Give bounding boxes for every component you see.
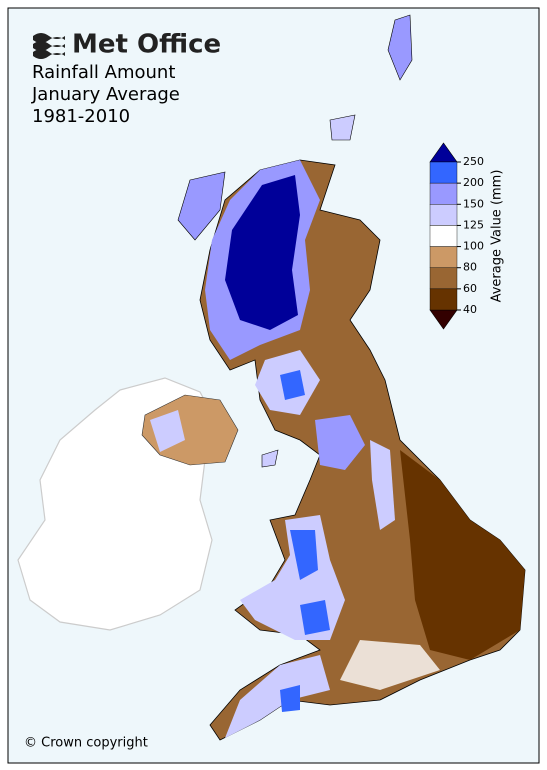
colorbar-tick-label: 60 xyxy=(463,282,477,295)
colorbar-band xyxy=(429,225,458,247)
colorbar-tick-label: 80 xyxy=(463,261,477,274)
copyright: © Crown copyright xyxy=(24,736,148,751)
colorbar-label: Average Value (mm) xyxy=(490,170,505,303)
colorbar-tick-label: 200 xyxy=(463,176,484,189)
colorbar-tick-label: 100 xyxy=(463,240,484,253)
outer-hebrides xyxy=(177,171,226,241)
colorbar: 250 200 150 125 100 80 60 40 Average Value (mm) xyxy=(429,142,505,330)
colorbar-band xyxy=(429,288,458,311)
title-line: Rainfall Amount xyxy=(32,62,175,83)
dry-east xyxy=(400,450,525,660)
colorbar-tick-label: 125 xyxy=(463,218,484,231)
title-line: January Average xyxy=(31,84,180,105)
colorbar-tick-label: 150 xyxy=(463,197,484,210)
rain-pennines xyxy=(370,440,395,530)
rain-lake-district xyxy=(315,415,365,470)
rain-patch xyxy=(280,370,305,400)
colorbar-band xyxy=(429,246,458,268)
rain-brecon xyxy=(300,600,330,635)
colorbar-band xyxy=(429,161,458,184)
colorbar-band xyxy=(429,182,458,205)
shetland xyxy=(387,14,413,81)
logo-icon xyxy=(33,33,65,59)
rain-highlands xyxy=(225,175,300,330)
colorbar-band xyxy=(429,267,458,290)
rain-south-west xyxy=(225,655,330,738)
logo-text: Met Office xyxy=(72,30,221,60)
colorbar-tick-label: 250 xyxy=(463,155,484,168)
rain-dartmoor xyxy=(280,685,300,712)
colorbar-band xyxy=(429,204,458,226)
rain-patch xyxy=(150,410,185,452)
rain-downs xyxy=(340,640,440,690)
orkney xyxy=(329,114,356,141)
colorbar-tick-label: 40 xyxy=(463,303,477,316)
title-line: 1981-2010 xyxy=(32,106,130,127)
isle-of-man xyxy=(261,449,279,468)
rain-snowdonia xyxy=(290,530,318,580)
